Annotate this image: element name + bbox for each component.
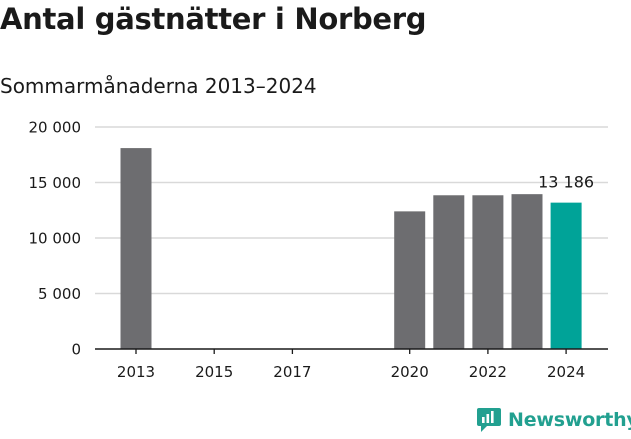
y-tick-label: 20 000 [29,119,82,137]
x-tick-label: 2017 [273,363,311,381]
bar-2024 [550,202,582,349]
chart-subtitle: Sommarmånaderna 2013–2024 [0,74,317,98]
bars [120,148,582,349]
x-axis-tick-labels: 2013 2015 2017 2020 2022 2024 [117,363,585,381]
y-tick-label: 5 000 [38,285,81,303]
x-tick-label: 2020 [391,363,429,381]
bar-2021 [433,195,465,349]
bar-2023 [511,194,543,349]
x-tick-label: 2015 [195,363,233,381]
bar-2020 [394,211,426,349]
x-tick-label: 2013 [117,363,155,381]
bar-chart: 0 5 000 10 000 15 000 20 000 2013 2015 2017 202… [29,119,608,381]
data-labels: 13 186 [538,173,594,192]
data-label-2024: 13 186 [538,173,594,192]
brand-name: Newsworthy [508,409,631,431]
newsworthy-brand: Newsworthy [476,407,631,433]
y-tick-label: 15 000 [29,174,82,192]
y-axis-tick-labels: 0 5 000 10 000 15 000 20 000 [29,119,82,359]
newsworthy-logo-icon [477,408,501,432]
y-tick-label: 10 000 [29,230,82,248]
chart-title: Antal gästnätter i Norberg [0,2,427,36]
x-axis [95,348,608,354]
bar-2022 [472,195,504,349]
bar-2013 [120,148,152,349]
x-tick-label: 2024 [547,363,585,381]
y-tick-label: 0 [71,341,81,359]
x-tick-label: 2022 [469,363,507,381]
